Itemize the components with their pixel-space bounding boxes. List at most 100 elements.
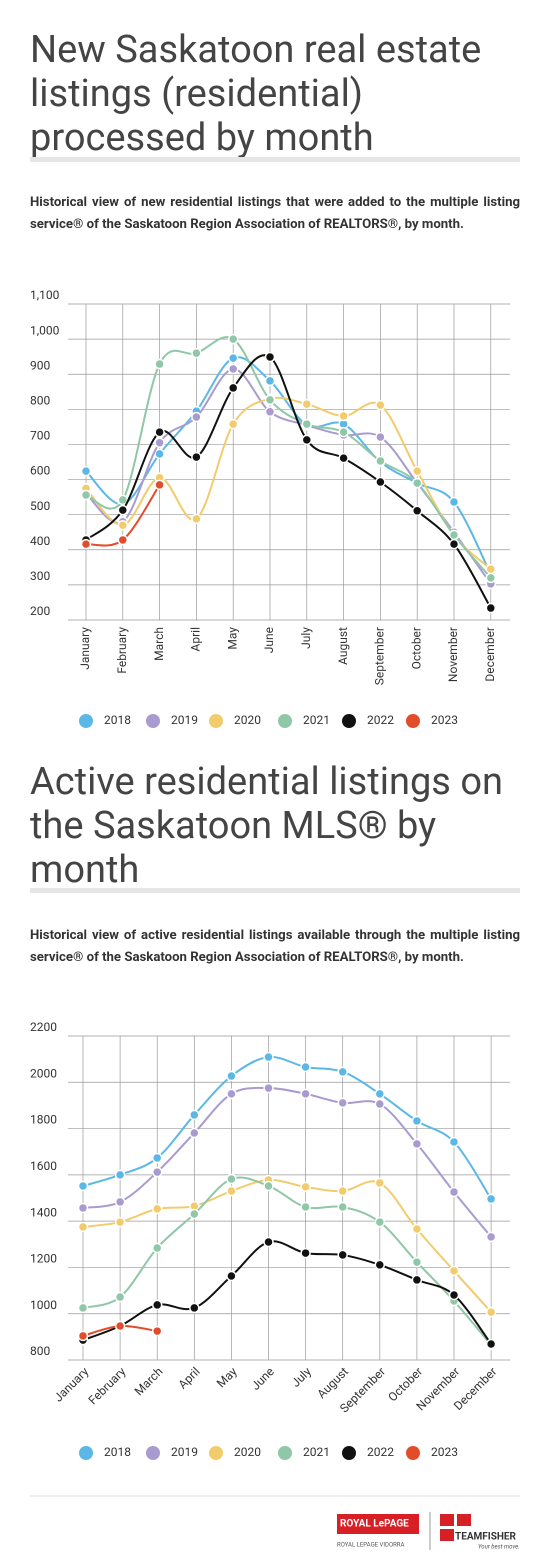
- data-point: [448, 1186, 460, 1198]
- legend-label: 2019: [171, 1445, 198, 1459]
- data-point: [375, 476, 386, 488]
- data-point: [411, 505, 423, 517]
- data-point: [114, 1196, 126, 1208]
- series-line: [82, 1176, 492, 1346]
- chart-subtitle: Historical view of new residential listi…: [30, 195, 520, 232]
- data-point: [77, 1330, 89, 1342]
- x-tick-label: May: [225, 627, 239, 650]
- data-point: [189, 1127, 200, 1139]
- data-point: [411, 1256, 423, 1268]
- data-point: [80, 538, 92, 550]
- data-point: [151, 1242, 163, 1254]
- legend-label: 2018: [104, 1445, 131, 1459]
- y-tick-label: 400: [30, 534, 50, 548]
- data-point: [300, 1061, 311, 1073]
- series-line: [85, 354, 492, 609]
- legend-label: 2023: [431, 713, 458, 727]
- data-point: [77, 1302, 89, 1314]
- data-point: [337, 1097, 348, 1109]
- data-point: [374, 1088, 386, 1100]
- data-point: [338, 452, 349, 464]
- x-tick-label: April: [175, 1364, 202, 1391]
- data-point: [226, 1185, 237, 1197]
- data-point: [191, 513, 202, 525]
- separator: [30, 157, 520, 162]
- data-point: [227, 382, 239, 394]
- data-point: [411, 477, 423, 489]
- data-point: [411, 1223, 423, 1235]
- data-point: [448, 1136, 460, 1148]
- x-tick-label: March: [132, 1364, 166, 1398]
- legend-marker: [406, 714, 420, 728]
- data-point: [114, 1291, 126, 1303]
- y-tick-label: 1800: [30, 1113, 57, 1127]
- data-point: [189, 1302, 200, 1314]
- legend-label: 2020: [234, 713, 261, 727]
- data-point: [227, 363, 239, 375]
- data-point: [117, 504, 129, 516]
- data-point: [77, 1221, 89, 1233]
- data-point: [411, 1115, 423, 1127]
- team-logo: [440, 1529, 454, 1541]
- x-tick-label: July: [299, 627, 313, 649]
- team-name: TEAMFISHER: [455, 1532, 517, 1543]
- chart-title: Active residential listings on the Saska…: [30, 760, 503, 892]
- x-tick-label: October: [409, 627, 423, 669]
- data-point: [338, 410, 349, 422]
- data-point: [485, 1306, 497, 1318]
- data-point: [485, 1231, 497, 1243]
- data-point: [337, 1201, 348, 1213]
- legend-marker: [79, 1446, 93, 1460]
- data-point: [227, 333, 239, 345]
- x-tick-label: June: [248, 1364, 276, 1392]
- data-point: [374, 1259, 386, 1271]
- series-line: [82, 1055, 492, 1200]
- data-point: [300, 1247, 311, 1259]
- x-tick-label: November: [446, 627, 460, 682]
- y-tick-label: 900: [30, 358, 50, 372]
- data-point: [117, 519, 129, 531]
- data-point: [448, 496, 460, 508]
- data-point: [411, 1274, 423, 1286]
- team-slogan: Your best move.: [478, 1544, 520, 1551]
- data-point: [448, 1265, 460, 1277]
- data-point: [264, 351, 276, 363]
- y-tick-label: 1,100: [30, 288, 60, 302]
- legend-label: 2019: [171, 713, 198, 727]
- data-point: [263, 1051, 274, 1063]
- data-point: [189, 1208, 200, 1220]
- y-tick-label: 800: [30, 1344, 50, 1358]
- x-tick-label: January: [78, 627, 92, 670]
- series-line: [85, 367, 492, 585]
- legend-label: 2022: [367, 1445, 394, 1459]
- data-point: [301, 434, 313, 446]
- data-point: [264, 375, 276, 387]
- x-tick-label: February: [86, 1364, 129, 1407]
- legend-marker: [79, 714, 93, 728]
- data-point: [263, 1236, 274, 1248]
- x-tick-label: September: [373, 627, 387, 685]
- data-point: [154, 479, 165, 491]
- series-line: [85, 356, 492, 575]
- data-point: [300, 1201, 311, 1213]
- data-point: [114, 1169, 126, 1181]
- data-point: [338, 426, 349, 438]
- data-point: [301, 398, 313, 410]
- x-tick-label: March: [152, 627, 166, 661]
- y-tick-label: 1200: [30, 1252, 57, 1266]
- data-point: [151, 1166, 163, 1178]
- legend-marker: [209, 714, 223, 728]
- data-point: [263, 1082, 274, 1094]
- y-tick-label: 1400: [30, 1205, 57, 1219]
- legend-label: 2023: [431, 1445, 458, 1459]
- data-point: [374, 1098, 386, 1110]
- data-point: [154, 437, 165, 448]
- x-tick-label: December: [483, 627, 497, 682]
- x-tick-label: June: [262, 627, 276, 653]
- data-point: [374, 1216, 386, 1228]
- data-point: [485, 602, 497, 614]
- legend-marker: [278, 1446, 292, 1460]
- data-point: [114, 1320, 126, 1332]
- data-point: [226, 1088, 237, 1100]
